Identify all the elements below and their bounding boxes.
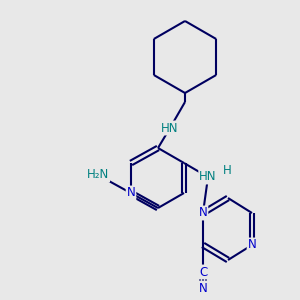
Text: HN: HN: [199, 170, 217, 184]
Text: C: C: [199, 266, 207, 278]
Text: N: N: [199, 206, 207, 220]
Text: H₂N: H₂N: [87, 169, 109, 182]
Text: H: H: [223, 164, 232, 178]
Text: HN: HN: [161, 122, 179, 134]
Text: N: N: [199, 281, 207, 295]
Text: N: N: [248, 238, 256, 251]
Text: N: N: [127, 187, 135, 200]
